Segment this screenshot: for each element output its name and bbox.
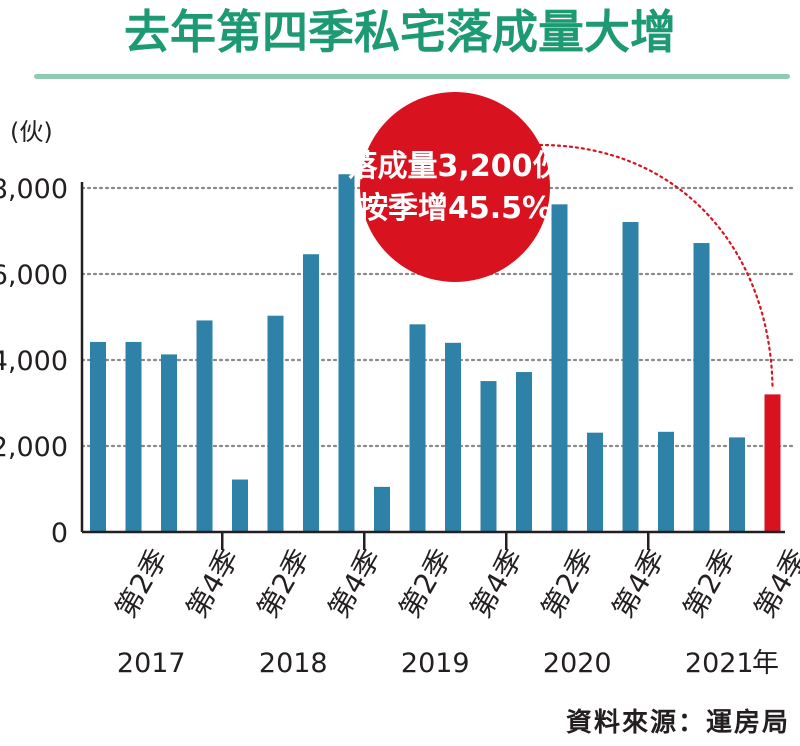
y-axis-label: (伙) — [10, 118, 53, 146]
y-tick-label: 8,000 — [0, 174, 68, 205]
bar — [303, 254, 319, 532]
bar — [480, 381, 497, 532]
bar — [516, 372, 532, 532]
source-note: 資料來源：運房局 — [565, 708, 790, 738]
bar — [374, 486, 390, 532]
x-unit-label: 年 — [752, 648, 779, 679]
quarter-label: 第2季 — [535, 543, 600, 623]
bar — [658, 431, 674, 532]
title-underline — [34, 74, 790, 79]
bars — [90, 174, 781, 533]
y-tick-label: 2,000 — [0, 432, 68, 463]
annotation-line1: 落成量3,200伙 — [348, 149, 564, 184]
year-label: 2019 — [401, 648, 470, 679]
bar — [445, 342, 461, 532]
bar — [338, 174, 355, 533]
bar — [161, 354, 177, 532]
quarter-label: 第2季 — [677, 543, 742, 623]
bar — [551, 204, 568, 532]
annotation-circle — [360, 92, 550, 282]
axes — [80, 182, 785, 550]
y-tick-label: 6,000 — [0, 260, 68, 291]
annotation-leader — [538, 143, 774, 388]
bar — [622, 221, 639, 532]
bar — [267, 315, 284, 532]
bar — [232, 479, 248, 532]
bar — [587, 432, 603, 532]
quarter-label: 第2季 — [393, 543, 458, 623]
chart-title: 去年第四季私宅落成量大增 — [124, 5, 676, 59]
bar — [409, 324, 426, 532]
quarter-label: 第4季 — [180, 543, 245, 623]
quarter-label: 第4季 — [464, 543, 529, 623]
bar — [729, 437, 745, 532]
quarter-label: 第4季 — [606, 543, 671, 623]
bar — [693, 243, 710, 533]
y-tick-label: 0 — [51, 518, 68, 549]
quarter-label: 第4季 — [322, 543, 387, 623]
quarter-label: 第4季 — [748, 543, 800, 623]
year-label: 2020 — [543, 648, 612, 679]
quarter-label: 第2季 — [251, 543, 316, 623]
quarter-label: 第2季 — [109, 543, 174, 623]
year-label: 2021 — [685, 648, 754, 679]
y-tick-label: 4,000 — [0, 346, 68, 377]
bar — [764, 394, 781, 532]
bar — [90, 341, 106, 532]
year-label: 2018 — [259, 648, 328, 679]
bar — [196, 320, 213, 532]
annotation-line2: 按季增45.5% — [358, 191, 552, 226]
year-label: 2017 — [117, 648, 186, 679]
bar — [125, 341, 142, 532]
